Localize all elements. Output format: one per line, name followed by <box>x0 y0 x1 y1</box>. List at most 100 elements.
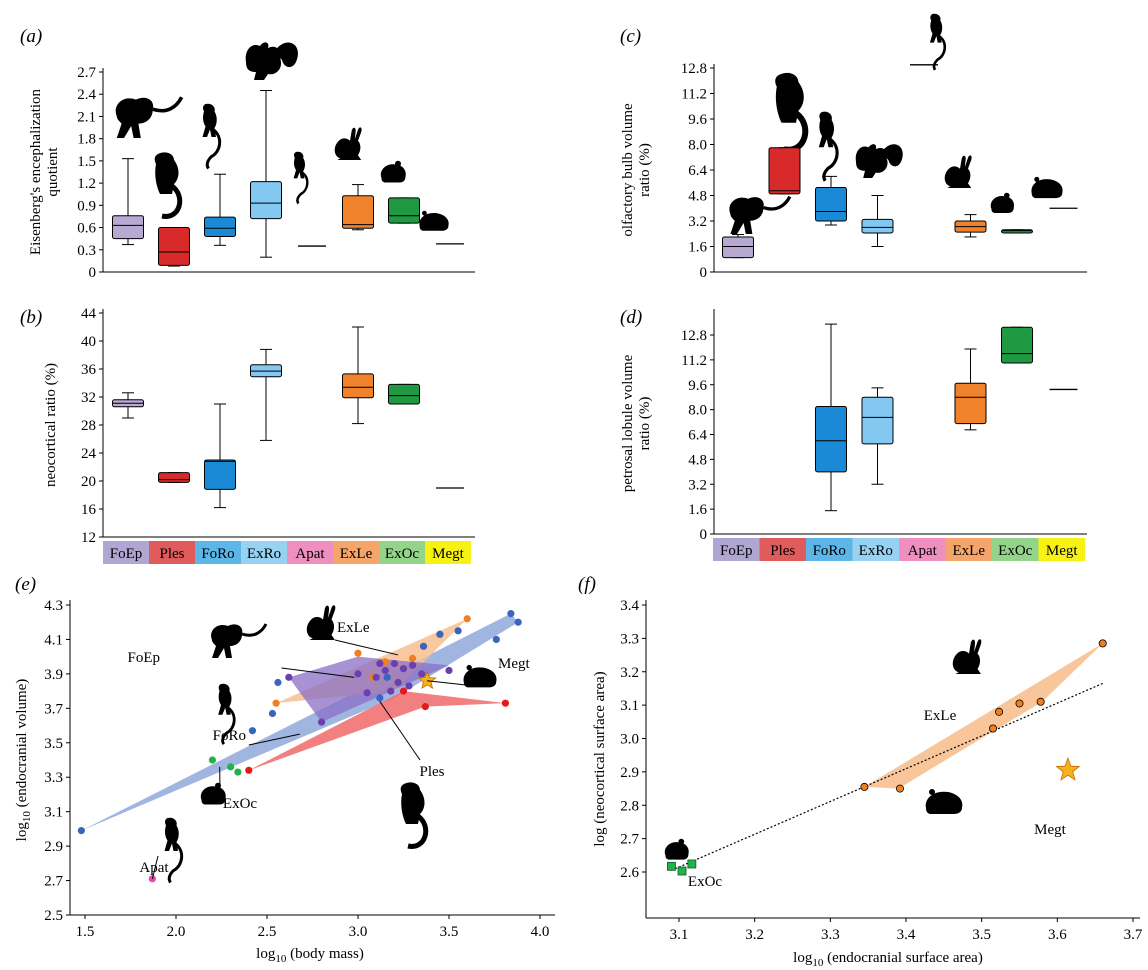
y-tick-label: 2.6 <box>620 865 639 881</box>
rabbit-silhouette-icon <box>952 639 982 674</box>
box-ExOc <box>388 197 420 224</box>
point-Ples <box>501 699 510 707</box>
y-tick-label: 3.1 <box>620 698 639 714</box>
box-FoRo <box>204 216 236 237</box>
y-tick-label: 16 <box>81 502 97 518</box>
panel-letter-a: (a) <box>20 26 42 47</box>
squirrel-silhouette-icon <box>855 144 903 178</box>
point-FoEp <box>390 659 398 668</box>
guinea-pig-silhouette-icon <box>463 664 497 688</box>
box-FoEp <box>112 215 144 240</box>
legend-swatch-ExOc <box>379 541 425 564</box>
animal-silhouettes-ef <box>163 605 982 884</box>
box-Ples <box>768 147 801 195</box>
point-FoEp <box>405 682 413 690</box>
panel-letter-d: (d) <box>620 307 642 328</box>
y-tick-label: 3.9 <box>44 667 63 683</box>
y-axis-label-d: petrosal lobule volume ratio (%) <box>620 354 653 492</box>
box-ExRo <box>861 218 894 234</box>
hull-ExLe <box>864 643 1103 789</box>
point-FoRo <box>492 635 500 644</box>
y-tick-label: 1.6 <box>688 502 707 518</box>
plesiadapiform-silhouette-icon <box>155 152 180 216</box>
box-ExRo <box>861 396 894 445</box>
y-tick-label: 6.4 <box>688 428 707 444</box>
point-FoEp <box>387 687 395 695</box>
hamster-silhouette-icon <box>380 160 406 183</box>
group-label-ExOc: ExOc <box>223 796 257 812</box>
y-tick-label: 2.9 <box>620 765 639 781</box>
point-FoEp <box>363 689 371 697</box>
point-FoRo <box>436 630 444 638</box>
legend-swatch-ExLe <box>945 538 992 561</box>
group-label-ExLe: ExLe <box>337 620 370 636</box>
point-FoRo <box>419 642 428 650</box>
leader-line-Megt <box>427 680 467 686</box>
plesiadapiform-silhouette-icon <box>775 73 805 150</box>
point-ExLe <box>860 782 869 791</box>
point-FoEp <box>354 670 362 678</box>
point-ExLe <box>409 654 417 662</box>
hamster-silhouette-icon <box>990 192 1015 213</box>
group-label-Megt: Megt <box>1034 822 1066 838</box>
point-ExLe <box>1036 697 1045 706</box>
y-tick-label: 12 <box>81 530 96 546</box>
point-ExLe <box>1098 639 1107 648</box>
x-tick-label: 4.0 <box>531 924 550 940</box>
point-FoEp <box>285 673 293 681</box>
x-tick-label: 3.5 <box>972 927 991 943</box>
point-Apat <box>148 875 156 883</box>
legend-swatch-Ples <box>759 538 806 561</box>
point-ExOc <box>208 756 216 764</box>
y-axis-label-d-line: petrosal lobule volume <box>620 354 636 492</box>
box-ExOc <box>1001 326 1033 364</box>
y-tick-label: 4.8 <box>688 452 707 468</box>
lemur-silhouette-icon <box>201 102 222 170</box>
point-FoEp <box>409 661 417 669</box>
point-FoRo <box>274 678 282 687</box>
panel-letter-e: (e) <box>15 574 36 595</box>
leader-line-ExLe <box>334 639 399 656</box>
point-Ples <box>399 687 408 695</box>
y-axis-label-f-line: log (neocortical surface area) <box>592 671 608 846</box>
y-tick-label: 3.1 <box>44 805 63 821</box>
legend-swatch-FoRo <box>195 541 241 564</box>
hull-FoEp <box>288 656 449 723</box>
point-ExLe <box>895 784 904 793</box>
y-tick-label: 0.3 <box>77 243 96 259</box>
box-ExLe <box>342 195 374 229</box>
point-ExLe <box>995 707 1004 716</box>
group-label-Megt: Megt <box>498 656 530 672</box>
guinea-pig-silhouette-icon <box>419 210 449 231</box>
point-FoEp <box>394 678 402 687</box>
point-ExLe <box>354 649 362 657</box>
guinea-pig-silhouette-icon <box>925 789 963 814</box>
y-tick-label: 8.0 <box>688 403 707 419</box>
legend-swatch-FoEp <box>103 541 149 564</box>
legend-swatch-ExLe <box>333 541 379 564</box>
legend-label-Ples: Ples <box>159 546 184 562</box>
legend-label-Apat: Apat <box>908 543 938 559</box>
hull-FoRo <box>81 613 519 831</box>
star-Megt <box>1055 757 1081 781</box>
y-tick-label: 3.3 <box>44 770 63 786</box>
y-tick-label: 4.8 <box>688 189 707 205</box>
leader-line-Apat <box>151 855 159 879</box>
point-FoRo <box>383 673 391 681</box>
y-tick-label: 0.9 <box>77 198 96 214</box>
point-FoRo <box>77 827 85 835</box>
x-axis-label-e: log10 (body mass) <box>256 946 364 965</box>
point-ExLe <box>381 658 389 666</box>
y-tick-label: 28 <box>81 418 96 434</box>
y-tick-label: 0 <box>89 265 97 281</box>
x-tick-label: 3.3 <box>821 927 840 943</box>
lemur-silhouette-icon <box>817 110 839 183</box>
box-FoRo <box>815 187 847 222</box>
group-label-Apat: Apat <box>139 860 169 876</box>
leader-line-FoRo <box>248 733 300 746</box>
y-axis-label-a-line: Eisenberg's encephalization <box>28 88 44 255</box>
y-tick-label: 24 <box>81 446 97 462</box>
y-axis-label-f: log (neocortical surface area) <box>592 671 608 846</box>
point-FoRo <box>268 709 277 718</box>
box-ExLe <box>954 382 987 425</box>
